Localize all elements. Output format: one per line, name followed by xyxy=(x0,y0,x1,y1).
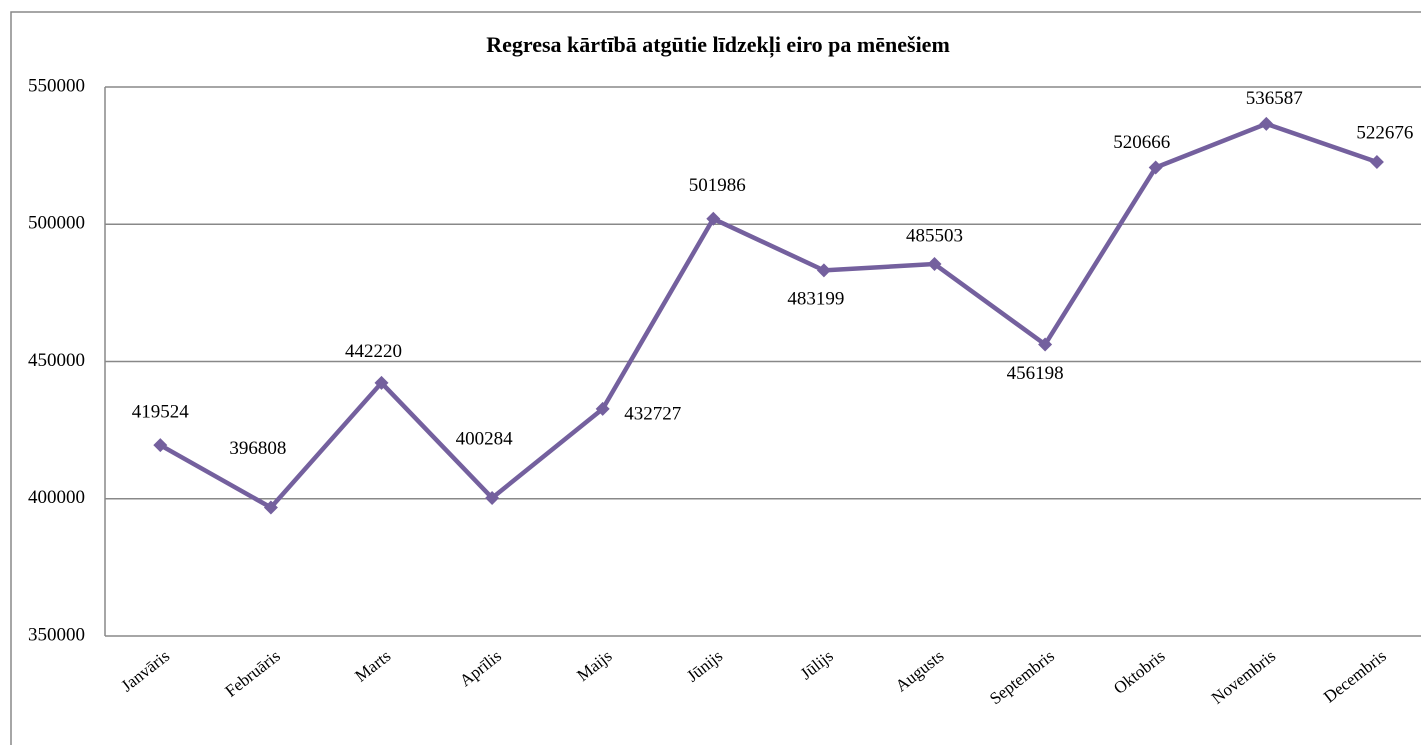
data-label: 536587 xyxy=(1246,88,1303,109)
data-label: 520666 xyxy=(1113,132,1170,153)
data-label: 456198 xyxy=(1007,363,1064,384)
data-label: 485503 xyxy=(906,225,963,246)
point-marker xyxy=(263,500,278,515)
y-tick-label: 550000 xyxy=(28,75,85,96)
point-marker xyxy=(1148,160,1163,175)
y-tick-label: 500000 xyxy=(28,213,85,234)
data-label: 483199 xyxy=(787,289,844,310)
point-marker xyxy=(153,438,168,453)
data-label: 522676 xyxy=(1356,122,1413,143)
data-label: 501986 xyxy=(689,175,746,196)
line xyxy=(159,121,1378,510)
point-marker xyxy=(927,257,942,272)
point-marker xyxy=(1259,116,1274,131)
y-tick-label: 400000 xyxy=(28,487,85,508)
data-label: 400284 xyxy=(456,428,514,449)
y-tick-label: 350000 xyxy=(28,624,85,645)
chart-frame xyxy=(10,11,1421,745)
point-marker xyxy=(485,490,500,505)
point-marker xyxy=(374,375,389,390)
point-marker xyxy=(706,211,721,226)
data-label: 442220 xyxy=(345,341,402,362)
point-marker xyxy=(1369,155,1384,170)
y-tick-label: 450000 xyxy=(28,350,85,371)
chart-title: Regresa kārtībā atgūtie līdzekļi eiro pa… xyxy=(486,32,950,58)
point-marker xyxy=(816,263,831,278)
point-marker xyxy=(595,401,610,416)
point-marker xyxy=(1038,337,1053,352)
data-label: 432727 xyxy=(624,403,681,424)
data-label: 419524 xyxy=(132,402,190,423)
data-label: 396808 xyxy=(229,438,286,459)
